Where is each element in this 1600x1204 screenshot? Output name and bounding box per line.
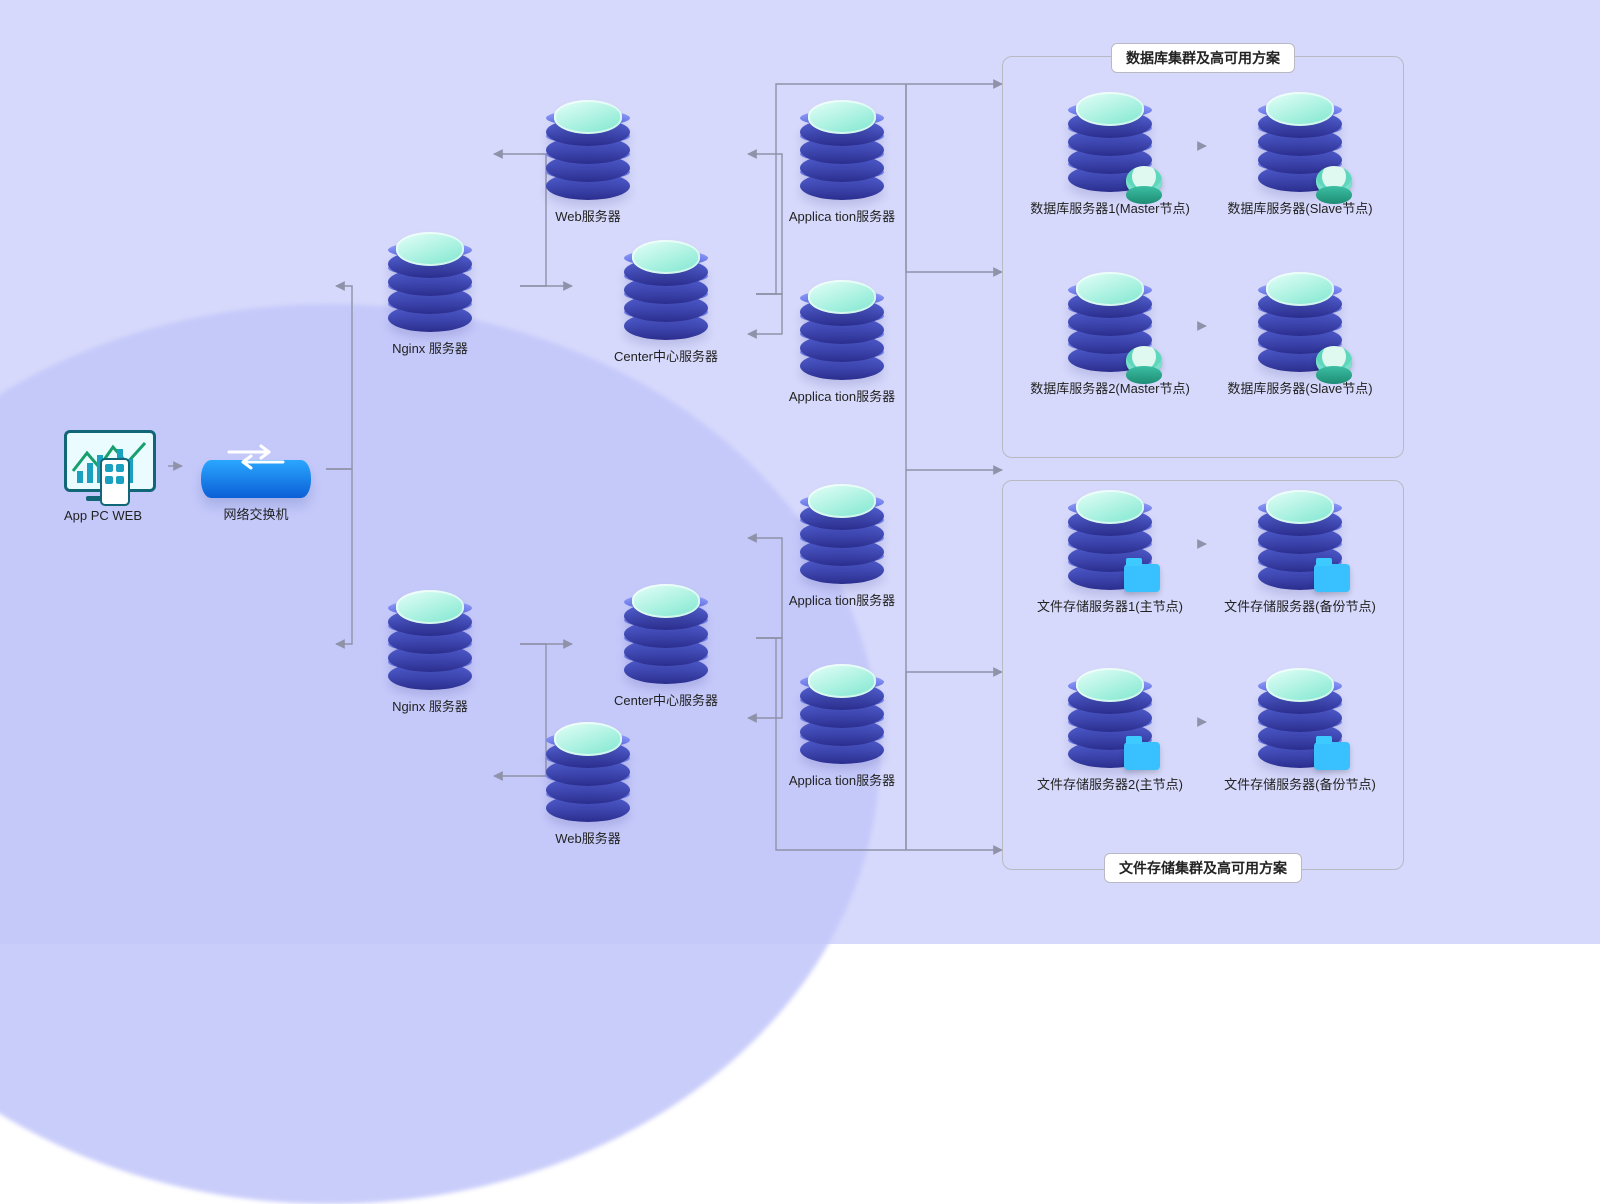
server-icon xyxy=(1258,498,1342,590)
folder-icon xyxy=(1314,742,1350,770)
disk-icon xyxy=(1126,346,1162,376)
server-icon xyxy=(1068,280,1152,372)
node-label: 文件存储服务器(备份节点) xyxy=(1210,596,1390,615)
node-fsm2: 文件存储服务器2(主节点) xyxy=(1020,676,1200,793)
node-center1: Center中心服务器 xyxy=(576,248,756,365)
server-icon xyxy=(1068,100,1152,192)
node-label: Applica tion服务器 xyxy=(752,590,932,609)
node-fsm1: 文件存储服务器1(主节点) xyxy=(1020,498,1200,615)
disk-icon xyxy=(1316,346,1352,376)
node-label: 数据库服务器(Slave节点) xyxy=(1210,198,1390,217)
node-label: 文件存储服务器1(主节点) xyxy=(1020,596,1200,615)
server-icon xyxy=(624,592,708,684)
node-fss1: 文件存储服务器(备份节点) xyxy=(1210,498,1390,615)
server-icon xyxy=(800,108,884,200)
node-app2: Applica tion服务器 xyxy=(752,288,932,405)
server-icon xyxy=(800,492,884,584)
node-label: 文件存储服务器(备份节点) xyxy=(1210,774,1390,793)
node-dbs2: 数据库服务器(Slave节点) xyxy=(1210,280,1390,397)
node-app4: Applica tion服务器 xyxy=(752,672,932,789)
folder-icon xyxy=(1314,564,1350,592)
server-icon xyxy=(388,240,472,332)
node-label: 数据库服务器1(Master节点) xyxy=(1020,198,1200,217)
node-label: 文件存储服务器2(主节点) xyxy=(1020,774,1200,793)
node-dbs1: 数据库服务器(Slave节点) xyxy=(1210,100,1390,217)
node-label: Web服务器 xyxy=(498,206,678,225)
node-label: Applica tion服务器 xyxy=(752,770,932,789)
node-label: 网络交换机 xyxy=(186,504,326,523)
node-web1: Web服务器 xyxy=(498,108,678,225)
server-icon xyxy=(1258,676,1342,768)
disk-icon xyxy=(1126,166,1162,196)
server-icon xyxy=(800,672,884,764)
server-icon xyxy=(1258,280,1342,372)
folder-icon xyxy=(1124,742,1160,770)
node-fss2: 文件存储服务器(备份节点) xyxy=(1210,676,1390,793)
server-icon xyxy=(546,730,630,822)
node-app1: Applica tion服务器 xyxy=(752,108,932,225)
node-label: Web服务器 xyxy=(498,828,678,847)
node-label: Nginx 服务器 xyxy=(340,338,520,357)
node-web2: Web服务器 xyxy=(498,730,678,847)
client-icon xyxy=(56,430,150,502)
node-label: 数据库服务器(Slave节点) xyxy=(1210,378,1390,397)
node-label: Nginx 服务器 xyxy=(340,696,520,715)
node-label: App PC WEB xyxy=(38,508,168,523)
node-label: Center中心服务器 xyxy=(576,690,756,709)
node-label: 数据库服务器2(Master节点) xyxy=(1020,378,1200,397)
node-app3: Applica tion服务器 xyxy=(752,492,932,609)
folder-icon xyxy=(1124,564,1160,592)
server-icon xyxy=(388,598,472,690)
node-label: Center中心服务器 xyxy=(576,346,756,365)
switch-icon xyxy=(201,440,311,498)
disk-icon xyxy=(1316,166,1352,196)
node-dbm2: 数据库服务器2(Master节点) xyxy=(1020,280,1200,397)
node-switch: 网络交换机 xyxy=(186,440,326,523)
panel-title-file: 文件存储集群及高可用方案 xyxy=(1104,853,1302,883)
node-label: Applica tion服务器 xyxy=(752,206,932,225)
server-icon xyxy=(1068,498,1152,590)
server-icon xyxy=(624,248,708,340)
phone-icon xyxy=(100,458,130,506)
server-icon xyxy=(546,108,630,200)
server-icon xyxy=(1258,100,1342,192)
node-client: App PC WEB xyxy=(38,430,168,523)
server-icon xyxy=(800,288,884,380)
node-label: Applica tion服务器 xyxy=(752,386,932,405)
node-center2: Center中心服务器 xyxy=(576,592,756,709)
node-dbm1: 数据库服务器1(Master节点) xyxy=(1020,100,1200,217)
node-nginx2: Nginx 服务器 xyxy=(340,598,520,715)
node-nginx1: Nginx 服务器 xyxy=(340,240,520,357)
panel-title-db: 数据库集群及高可用方案 xyxy=(1111,43,1295,73)
server-icon xyxy=(1068,676,1152,768)
